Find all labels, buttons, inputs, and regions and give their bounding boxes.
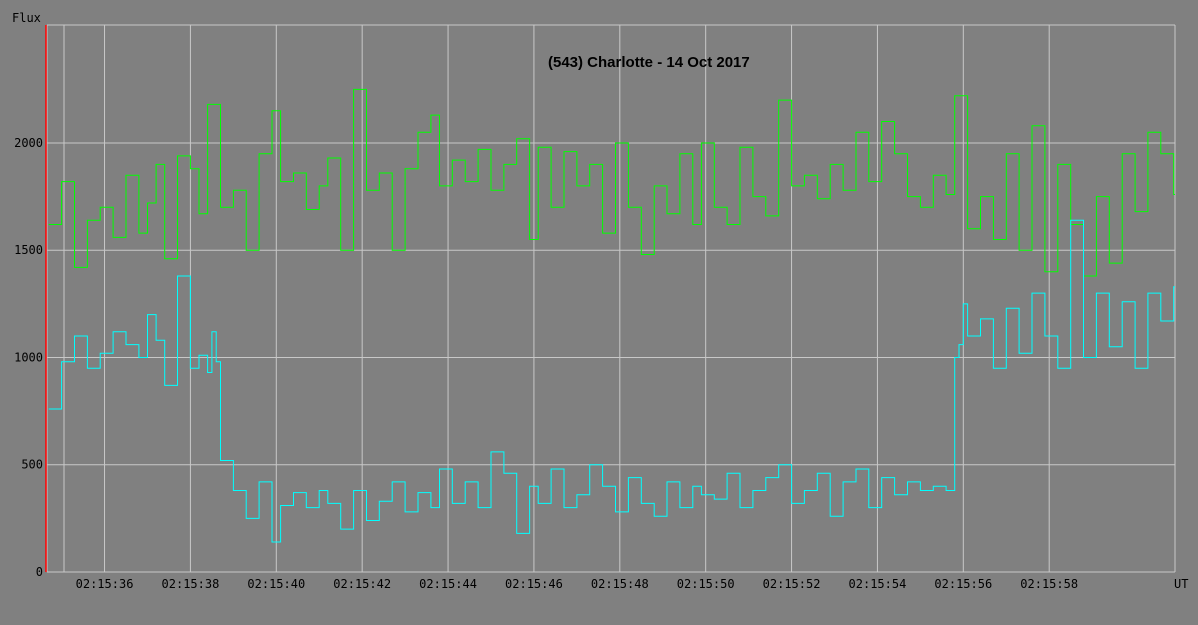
x-tick-label: 02:15:44 [419, 577, 477, 591]
x-tick-label: 02:15:36 [76, 577, 134, 591]
x-tick-label: 02:15:50 [677, 577, 735, 591]
series-line-1 [48, 88, 1175, 277]
x-tick-label: 02:15:40 [247, 577, 305, 591]
x-tick-label: 02:15:38 [162, 577, 220, 591]
y-axis-label: Flux [12, 11, 41, 25]
x-tick-label: 02:15:42 [333, 577, 391, 591]
x-axis-label: UT [1174, 577, 1188, 591]
series-line-2 [48, 219, 1175, 543]
x-tick-label: 02:15:58 [1020, 577, 1078, 591]
y-tick-label: 0 [36, 565, 43, 579]
y-tick-label: 1500 [14, 243, 43, 257]
chart-title: (543) Charlotte - 14 Oct 2017 [548, 54, 750, 71]
x-tick-label: 02:15:52 [763, 577, 821, 591]
x-tick-label: 02:15:56 [934, 577, 992, 591]
x-tick-labels: 02:15:36 02:15:38 02:15:40 02:15:42 02:15:44… [76, 577, 1078, 591]
y-tick-label: 1000 [14, 350, 43, 364]
x-tick-label: 02:15:48 [591, 577, 649, 591]
y-tick-label: 2000 [14, 136, 43, 150]
x-tick-label: 02:15:46 [505, 577, 563, 591]
series-layer [48, 88, 1175, 543]
y-tick-label: 500 [21, 458, 43, 472]
x-tick-label: 02:15:54 [849, 577, 907, 591]
y-tick-labels: 0 500 1000 1500 2000 [14, 136, 43, 579]
